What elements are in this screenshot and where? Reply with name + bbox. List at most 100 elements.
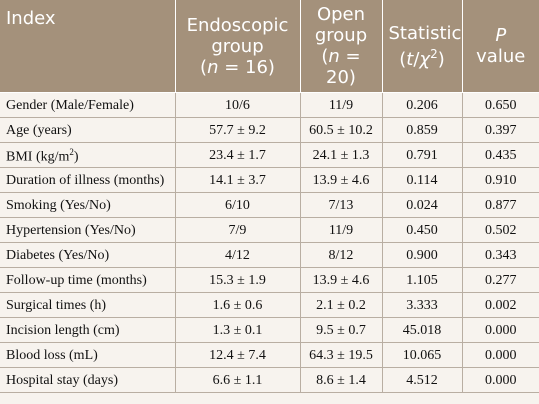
header-text: ( [200,56,208,78]
table-cell: 0.791 [381,142,463,168]
table-cell: 0.277 [461,267,539,293]
table-cell: 45.018 [381,317,463,343]
header-text: Open [316,4,366,25]
table-cell: 4.512 [381,367,463,393]
header-text: Statistic [388,22,462,44]
table-cell: 0.859 [381,117,463,143]
header-cell: Open group (n = 20) [299,0,382,93]
table-row: Surgical times (h) 1.6 ± 0.6 2.1 ± 0.2 3.33… [0,292,539,318]
table-cell: 8.6 ± 1.4 [299,367,383,393]
table-row: Smoking (Yes/No) 6/10 7/13 0.024 0.877 [0,192,539,218]
table-cell: 13.9 ± 4.6 [299,167,383,193]
table-cell: 7/9 [174,217,301,243]
table-cell: 0.000 [461,317,539,343]
table-cell: 0.343 [461,242,539,268]
header-text: χ [419,48,431,70]
table-row: Duration of illness (months) 14.1 ± 3.7 13… [0,167,539,193]
header-text: n [328,46,340,67]
table-cell: 1.6 ± 0.6 [174,292,301,318]
header-text: = 20) [326,46,361,88]
table-body: Gender (Male/Female) 10/6 11/9 0.206 0.650 Ag… [0,92,539,393]
table-cell: 10/6 [174,92,301,118]
header-text: n [207,56,219,78]
table-cell: 0.000 [461,367,539,393]
row-label: BMI (kg/m2) [0,142,176,168]
table-cell: 6.6 ± 1.1 [174,367,301,393]
table-cell: 0.002 [461,292,539,318]
header-text: group [314,25,368,46]
table-cell: 11/9 [299,92,383,118]
table-row: Blood loss (mL) 12.4 ± 7.4 64.3 ± 19.5 10.0… [0,342,539,368]
table-cell: 13.9 ± 4.6 [299,267,383,293]
table-cell: 60.5 ± 10.2 [299,117,383,143]
table-cell: 1.3 ± 0.1 [174,317,301,343]
row-label: Hypertension (Yes/No) [0,217,176,243]
header-cell: Endoscopic group (n = 16) [174,0,300,93]
row-label: Surgical times (h) [0,292,176,318]
header-text: group [211,35,264,57]
header-text: ( [399,48,407,70]
table-row: Age (years) 57.7 ± 9.2 60.5 ± 10.2 0.859 0.3… [0,117,539,143]
table-cell: 0.910 [461,167,539,193]
table-cell: 14.1 ± 3.7 [174,167,301,193]
row-label: Hospital stay (days) [0,367,176,393]
table-cell: 7/13 [299,192,383,218]
table-row: Follow-up time (months) 15.3 ± 1.9 13.9 ± … [0,267,539,293]
data-table: Index Endoscopic group (n = 16) Open group(… [0,0,539,393]
row-label: Gender (Male/Female) [0,92,176,118]
table-cell: 0.435 [461,142,539,168]
table-cell: 0.000 [461,342,539,368]
header-cell: Statistic (t/χ2) [381,0,462,93]
table-row: Diabetes (Yes/No) 4/12 8/12 0.900 0.343 [0,242,539,268]
header-text: t [406,48,414,70]
table-cell: 0.650 [461,92,539,118]
table-cell: 24.1 ± 1.3 [299,142,383,168]
table-row: Hypertension (Yes/No) 7/9 11/9 0.450 0.502 [0,217,539,243]
header-text: ) [437,48,445,70]
table-cell: 6/10 [174,192,301,218]
table-cell: 4/12 [174,242,301,268]
table-row: BMI (kg/m2) 23.4 ± 1.7 24.1 ± 1.3 0.791 0.43… [0,142,539,168]
header-text: Endoscopic [186,14,289,36]
header-text: ( [321,46,329,67]
table-cell: 57.7 ± 9.2 [174,117,301,143]
table-cell: 11/9 [299,217,383,243]
table-cell: 8/12 [299,242,383,268]
cell-text: 2 [69,147,74,158]
header-text: P [495,25,507,46]
table-cell: 64.3 ± 19.5 [299,342,383,368]
row-label: Follow-up time (months) [0,267,176,293]
table-cell: 0.114 [381,167,463,193]
row-label: Incision length (cm) [0,317,176,343]
table-cell: 0.206 [381,92,463,118]
table-cell: 10.065 [381,342,463,368]
table-row: Incision length (cm) 1.3 ± 0.1 9.5 ± 0.7 45… [0,317,539,343]
table-cell: 0.900 [381,242,463,268]
table-cell: 3.333 [381,292,463,318]
table-cell: 9.5 ± 0.7 [299,317,383,343]
cell-text: BMI (kg/m [6,149,70,165]
header-cell: Index [0,0,175,93]
header-text: Index [6,8,56,29]
header-text: 2 [430,46,438,61]
row-label: Duration of illness (months) [0,167,176,193]
table-cell: 1.105 [381,267,463,293]
table-cell: 15.3 ± 1.9 [174,267,301,293]
table-cell: 0.450 [381,217,463,243]
header-text: / [413,48,420,70]
row-label: Diabetes (Yes/No) [0,242,176,268]
cell-text: ) [73,149,79,165]
row-label: Blood loss (mL) [0,342,176,368]
table-cell: 12.4 ± 7.4 [174,342,301,368]
table-cell: 0.397 [461,117,539,143]
table-row: Hospital stay (days) 6.6 ± 1.1 8.6 ± 1.4 4.… [0,367,539,393]
header-text: = 16) [218,56,275,78]
row-label: Age (years) [0,117,176,143]
table-cell: 0.877 [461,192,539,218]
header-row: Index Endoscopic group (n = 16) Open group(… [0,0,539,93]
table-row: Gender (Male/Female) 10/6 11/9 0.206 0.650 [0,92,539,118]
table-cell: 0.024 [381,192,463,218]
table-cell: 23.4 ± 1.7 [174,142,301,168]
